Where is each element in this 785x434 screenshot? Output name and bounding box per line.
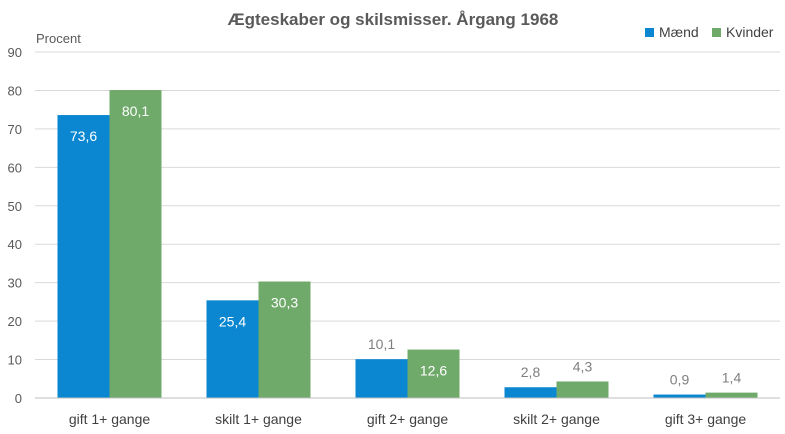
data-label: 25,4: [219, 313, 246, 329]
legend: Mænd Kvinder: [645, 24, 774, 40]
bars: [57, 90, 758, 398]
y-tick-label: 30: [8, 276, 22, 291]
bar-kvinder: [556, 381, 609, 398]
bar-kvinder: [407, 349, 460, 398]
x-category-label: gift 1+ gange: [69, 411, 151, 427]
y-tick-label: 80: [8, 83, 22, 98]
data-label: 80,1: [122, 103, 149, 119]
data-label: 12,6: [420, 363, 447, 379]
y-tick-label: 20: [8, 314, 22, 329]
data-label: 4,3: [573, 358, 593, 374]
y-axis-label: Procent: [36, 31, 81, 46]
bar-maend: [355, 359, 408, 398]
x-category-label: skilt 1+ gange: [215, 411, 302, 427]
legend-label: Kvinder: [726, 24, 774, 40]
y-tick-label: 90: [8, 45, 22, 60]
data-label: 10,1: [368, 336, 395, 352]
y-tick-label: 0: [15, 391, 22, 406]
bar-maend: [206, 300, 259, 398]
x-category-label: gift 2+ gange: [367, 411, 449, 427]
data-label: 0,9: [670, 372, 690, 388]
bar-kvinder: [705, 392, 758, 398]
legend-swatch: [645, 28, 654, 37]
y-tick-label: 50: [8, 199, 22, 214]
chart-title: Ægteskaber og skilsmisser. Årgang 1968: [228, 10, 559, 29]
y-tick-label: 10: [8, 353, 22, 368]
data-label: 1,4: [722, 370, 742, 386]
data-label: 2,8: [521, 364, 541, 380]
y-tick-label: 70: [8, 122, 22, 137]
bar-maend: [504, 387, 557, 398]
bar-kvinder: [109, 90, 162, 398]
bar-maend: [653, 394, 706, 398]
x-category-label: skilt 2+ gange: [513, 411, 600, 427]
y-tick-label: 40: [8, 237, 22, 252]
y-axis-ticks: 0 10 20 30 40 50 60 70 80 90: [8, 45, 22, 406]
x-axis-categories: gift 1+ gange skilt 1+ gange gift 2+ gange…: [69, 411, 747, 427]
y-tick-label: 60: [8, 160, 22, 175]
x-category-label: gift 3+ gange: [665, 411, 747, 427]
bar-maend: [57, 115, 110, 398]
data-label: 30,3: [271, 295, 298, 311]
legend-label: Mænd: [659, 24, 699, 40]
bar-kvinder: [258, 281, 311, 398]
data-labels: 73,6 80,1 25,4 30,3 10,1 12,6 2,8 4,3 0,9 1,4: [70, 103, 742, 387]
legend-swatch: [712, 28, 721, 37]
data-label: 73,6: [70, 128, 97, 144]
